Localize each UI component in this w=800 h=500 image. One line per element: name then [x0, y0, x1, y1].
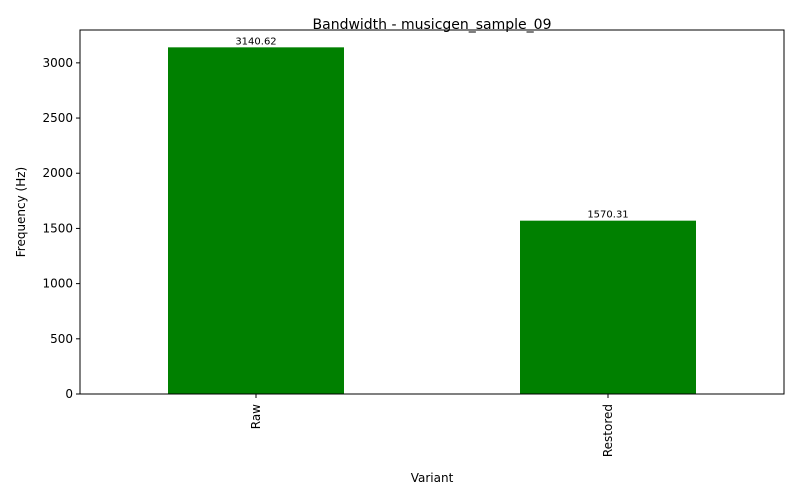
- bar-raw: [168, 47, 344, 395]
- data-labels-group: 3140.62 1570.31: [235, 36, 628, 220]
- y-tick-label: 2000: [42, 166, 73, 180]
- x-axis-label: Variant: [411, 471, 454, 485]
- y-tick-label: 2500: [42, 111, 73, 125]
- plot-frame: [79, 29, 785, 395]
- y-tick-label: 0: [65, 387, 73, 401]
- x-tick-label: Raw: [249, 404, 263, 429]
- data-label-restored: 1570.31: [587, 210, 628, 221]
- y-tick-label: 500: [50, 332, 73, 346]
- data-label-raw: 3140.62: [235, 36, 276, 47]
- y-axis: 0 500 1000 1500 2000 2500 3000: [42, 56, 80, 401]
- y-tick-label: 3000: [42, 56, 73, 70]
- bar-restored: [520, 220, 696, 394]
- y-tick-label: 1500: [42, 221, 73, 235]
- y-axis-label: Frequency (Hz): [14, 167, 28, 258]
- x-tick-label: Restored: [601, 404, 615, 457]
- y-tick-label: 1000: [42, 277, 73, 291]
- bars-group: [168, 47, 696, 395]
- x-axis: Raw Restored: [249, 394, 615, 457]
- chart-title: Bandwidth - musicgen_sample_09: [313, 17, 552, 33]
